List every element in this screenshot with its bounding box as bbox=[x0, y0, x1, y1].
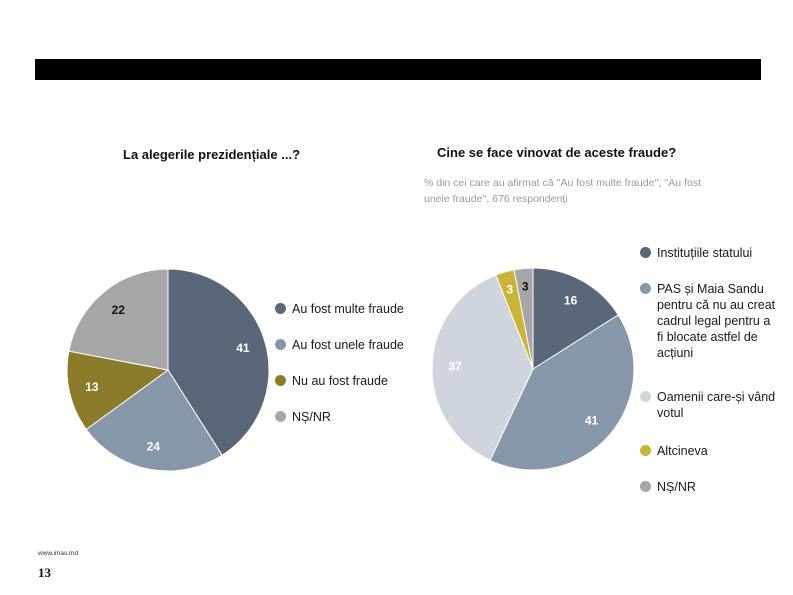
legend-marker bbox=[640, 247, 651, 258]
pie-data-label-1-2: 37 bbox=[448, 360, 462, 374]
legend-label: Au fost multe fraude bbox=[292, 302, 404, 316]
pie-data-label-0-3: 22 bbox=[112, 303, 126, 317]
legend-label: Oamenii care-și vând votul bbox=[657, 390, 776, 420]
legend-label: NȘ/NR bbox=[657, 480, 696, 494]
pie-data-label-0-2: 13 bbox=[85, 380, 99, 394]
pie-data-label-1-4: 3 bbox=[522, 280, 529, 294]
legend-item-ns-nr: NȘ/NR bbox=[275, 409, 331, 425]
pie-slice-1-4 bbox=[513, 267, 534, 370]
pie-slice-0-0 bbox=[167, 268, 270, 456]
legend-item-multe-fraude: Au fost multe fraude bbox=[275, 301, 404, 317]
pie-data-label-1-3: 3 bbox=[507, 282, 514, 296]
legend-marker bbox=[640, 481, 651, 492]
legend-item-pas: PAS și Maia Sandu pentru că nu au creat … bbox=[640, 281, 777, 361]
legend-marker bbox=[640, 391, 651, 402]
pie-data-label-0-1: 24 bbox=[147, 440, 161, 454]
legend-marker bbox=[275, 411, 286, 422]
legend-item-unele-fraude: Au fost unele fraude bbox=[275, 337, 404, 353]
legend-marker bbox=[640, 445, 651, 456]
legend-item-ns-nr-right: NȘ/NR bbox=[640, 479, 696, 495]
pie-slice-0-2 bbox=[66, 350, 170, 431]
legend-label: PAS și Maia Sandu pentru că nu au creat … bbox=[657, 282, 776, 360]
legend-marker bbox=[640, 283, 651, 294]
legend-marker bbox=[275, 375, 286, 386]
footer-url: www.imas.md bbox=[38, 550, 79, 557]
pie-slice-0-1 bbox=[85, 369, 223, 472]
legend-item-institutii: Instituțiile statului bbox=[640, 245, 752, 261]
legend-label: Nu au fost fraude bbox=[292, 374, 388, 388]
page-number: 13 bbox=[38, 565, 51, 580]
pie-slice-1-2 bbox=[431, 274, 534, 462]
legend-label: Altcineva bbox=[657, 444, 708, 458]
pie-slice-1-1 bbox=[489, 314, 635, 471]
pie-slice-1-0 bbox=[532, 267, 619, 370]
legend-label: NȘ/NR bbox=[292, 410, 331, 424]
legend-marker bbox=[275, 339, 286, 350]
chart-title-right: Cine se face vinovat de aceste fraude? bbox=[437, 145, 677, 160]
legend-marker bbox=[275, 303, 286, 314]
chart-subtitle-right: % din cei care au afirmat că ''Au fost m… bbox=[424, 177, 701, 205]
legend-label: Au fost unele fraude bbox=[292, 338, 404, 352]
pie-data-label-1-1: 41 bbox=[585, 414, 599, 428]
pie-slice-0-3 bbox=[68, 268, 169, 371]
pie-data-label-1-0: 16 bbox=[564, 294, 578, 308]
legend-item-nu-au-fost: Nu au fost fraude bbox=[275, 373, 388, 389]
header-bar bbox=[35, 59, 761, 80]
pie-data-label-0-0: 41 bbox=[236, 341, 250, 355]
legend-item-altcineva: Altcineva bbox=[640, 443, 708, 459]
legend-item-oamenii: Oamenii care-și vând votul bbox=[640, 389, 777, 421]
legend-label: Instituțiile statului bbox=[657, 246, 753, 260]
chart-title-left: La alegerile prezidențiale ...? bbox=[123, 147, 301, 162]
